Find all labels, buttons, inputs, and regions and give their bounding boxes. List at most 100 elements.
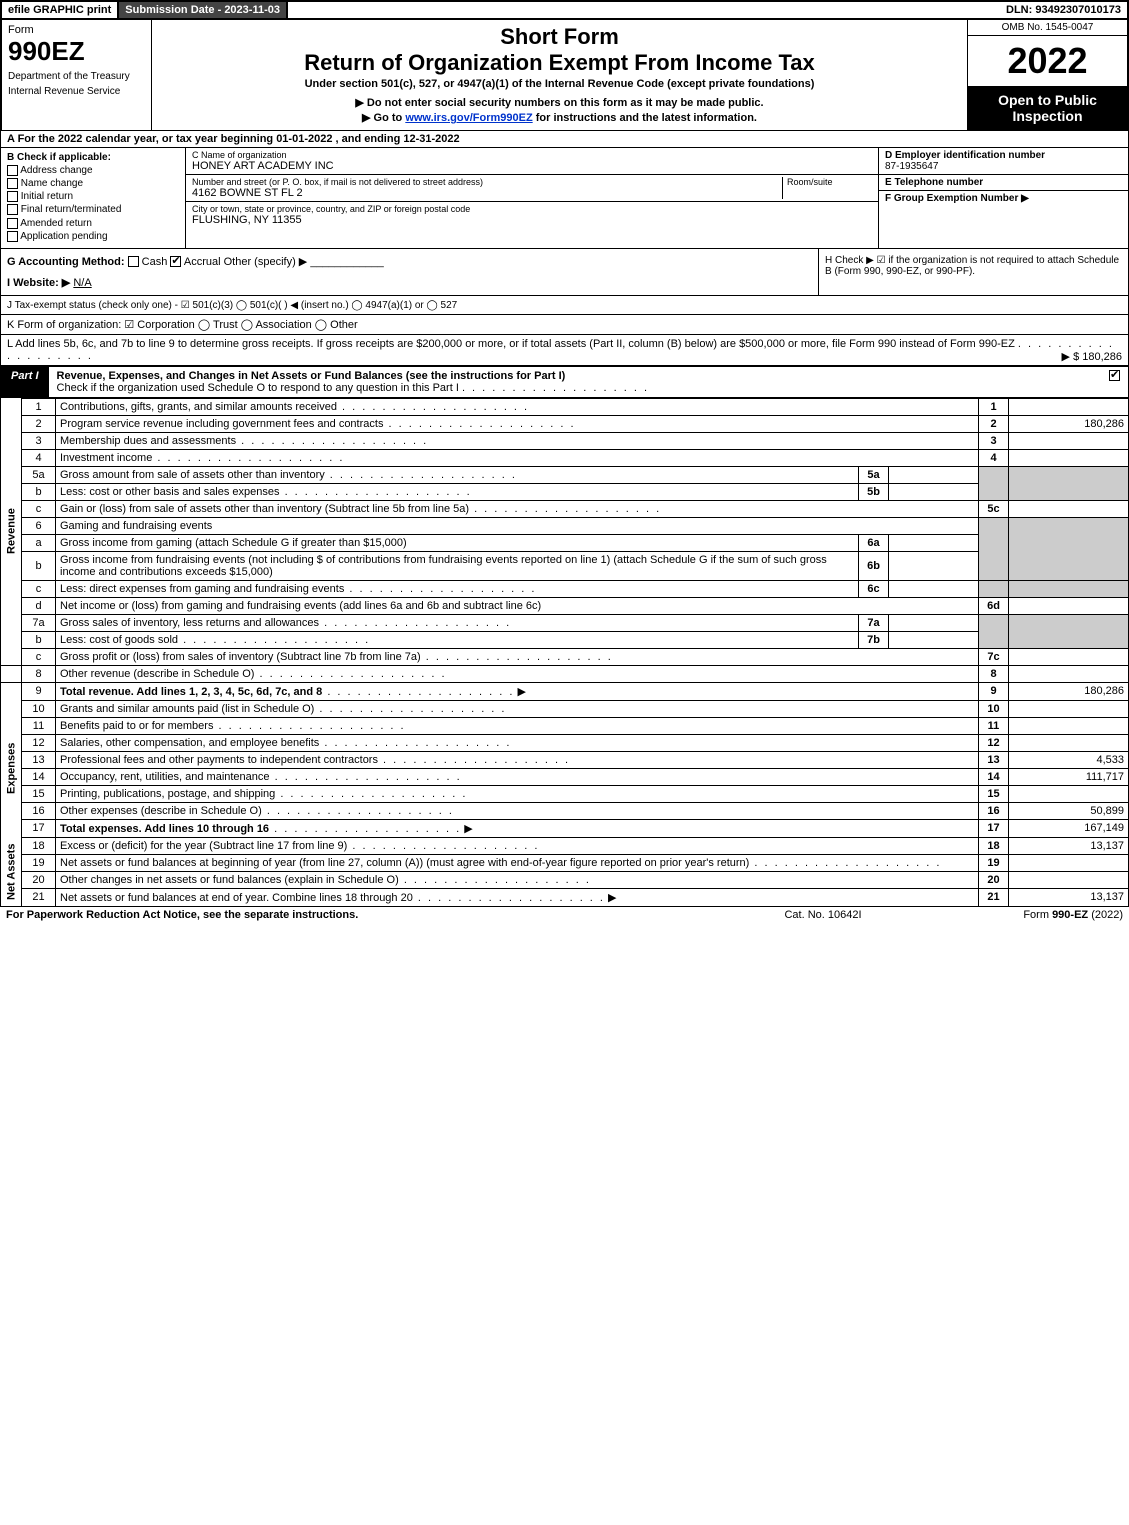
desc-6b: Gross income from fundraising events (no… — [60, 554, 827, 578]
ma-7b — [889, 631, 979, 648]
rn-14: 14 — [979, 768, 1009, 785]
desc-11: Benefits paid to or for members — [60, 720, 213, 732]
desc-9: Total revenue. Add lines 1, 2, 3, 4, 5c,… — [60, 686, 322, 698]
mn-5a: 5a — [859, 466, 889, 483]
line-a: A For the 2022 calendar year, or tax yea… — [0, 130, 1129, 148]
chk-schedule-o[interactable] — [1109, 370, 1120, 381]
amt-21: 13,137 — [1009, 888, 1129, 906]
chk-final-return[interactable] — [7, 204, 18, 215]
header-center: Short Form Return of Organization Exempt… — [152, 20, 967, 130]
short-form-title: Short Form — [160, 24, 959, 50]
part1-tag: Part I — [1, 367, 49, 397]
ln-6d: d — [22, 597, 56, 614]
footer-right: Form 990-EZ (2022) — [923, 909, 1123, 921]
rn-20: 20 — [979, 871, 1009, 888]
section-de: D Employer identification number 87-1935… — [878, 148, 1128, 248]
opt-final-return: Final return/terminated — [21, 205, 122, 216]
ln-5b: b — [22, 483, 56, 500]
chk-name-change[interactable] — [7, 178, 18, 189]
under-section: Under section 501(c), 527, or 4947(a)(1)… — [160, 78, 959, 90]
rn-6d: 6d — [979, 597, 1009, 614]
mn-5b: 5b — [859, 483, 889, 500]
amt-5c — [1009, 500, 1129, 517]
opt-cash: Cash — [142, 256, 168, 268]
line-j: J Tax-exempt status (check only one) - ☑… — [0, 296, 1129, 315]
desc-7a: Gross sales of inventory, less returns a… — [60, 617, 319, 629]
part1-table: Revenue 1Contributions, gifts, grants, a… — [0, 398, 1129, 907]
amt-9: 180,286 — [1009, 682, 1129, 700]
ma-5b — [889, 483, 979, 500]
chk-application-pending[interactable] — [7, 231, 18, 242]
part1-header: Part I Revenue, Expenses, and Changes in… — [0, 366, 1129, 398]
desc-5a: Gross amount from sale of assets other t… — [60, 469, 325, 481]
opt-amended-return: Amended return — [20, 218, 92, 229]
omb-number: OMB No. 1545-0047 — [968, 20, 1127, 36]
amt-12 — [1009, 734, 1129, 751]
ln-21: 21 — [22, 888, 56, 906]
header-left: Form 990EZ Department of the Treasury In… — [2, 20, 152, 130]
desc-6a: Gross income from gaming (attach Schedul… — [60, 537, 407, 549]
chk-accrual[interactable] — [170, 256, 181, 267]
desc-17: Total expenses. Add lines 10 through 16 — [60, 823, 269, 835]
rn-16: 16 — [979, 802, 1009, 819]
ln-11: 11 — [22, 717, 56, 734]
chk-address-change[interactable] — [7, 165, 18, 176]
city-value: FLUSHING, NY 11355 — [192, 214, 872, 226]
tax-year: 2022 — [968, 36, 1127, 86]
arrow-9: ▶ — [517, 686, 525, 698]
ln-5c: c — [22, 500, 56, 517]
ln-3: 3 — [22, 432, 56, 449]
dept-irs: Internal Revenue Service — [8, 86, 145, 97]
ln-17: 17 — [22, 819, 56, 837]
city-label: City or town, state or province, country… — [192, 204, 872, 214]
part1-sub: Check if the organization used Schedule … — [57, 382, 459, 394]
chk-initial-return[interactable] — [7, 191, 18, 202]
chk-amended-return[interactable] — [7, 218, 18, 229]
amt-15 — [1009, 785, 1129, 802]
opt-address-change: Address change — [20, 165, 92, 176]
opt-accrual: Accrual — [184, 256, 221, 268]
amt-1 — [1009, 398, 1129, 415]
amt-3 — [1009, 432, 1129, 449]
desc-21: Net assets or fund balances at end of ye… — [60, 892, 413, 904]
rn-7c: 7c — [979, 648, 1009, 665]
ma-7a — [889, 614, 979, 631]
desc-6d: Net income or (loss) from gaming and fun… — [60, 600, 541, 612]
desc-7c: Gross profit or (loss) from sales of inv… — [60, 651, 421, 663]
submission-date: Submission Date - 2023-11-03 — [119, 2, 288, 18]
efile-label[interactable]: efile GRAPHIC print — [2, 2, 119, 18]
ma-6a — [889, 534, 979, 551]
desc-10: Grants and similar amounts paid (list in… — [60, 703, 314, 715]
rn-4: 4 — [979, 449, 1009, 466]
desc-18: Excess or (deficit) for the year (Subtra… — [60, 840, 347, 852]
ln-12: 12 — [22, 734, 56, 751]
amt-13: 4,533 — [1009, 751, 1129, 768]
ein-label: D Employer identification number — [885, 150, 1045, 161]
amt-7c — [1009, 648, 1129, 665]
rn-5c: 5c — [979, 500, 1009, 517]
section-b: B Check if applicable: Address change Na… — [1, 148, 186, 248]
amt-17: 167,149 — [1009, 819, 1129, 837]
room-label: Room/suite — [787, 177, 872, 187]
group-exemption-label: F Group Exemption Number ▶ — [885, 193, 1029, 204]
rn-1: 1 — [979, 398, 1009, 415]
rn-10: 10 — [979, 700, 1009, 717]
amt-8 — [1009, 665, 1129, 682]
amt-18: 13,137 — [1009, 837, 1129, 854]
ln-10: 10 — [22, 700, 56, 717]
rn-15: 15 — [979, 785, 1009, 802]
org-name: HONEY ART ACADEMY INC — [192, 160, 872, 172]
line-l-amount: ▶ $ 180,286 — [1062, 350, 1122, 363]
dln-label: DLN: 93492307010173 — [1000, 2, 1127, 18]
page-footer: For Paperwork Reduction Act Notice, see … — [0, 907, 1129, 923]
mn-6b: 6b — [859, 551, 889, 580]
mn-6a: 6a — [859, 534, 889, 551]
rn-2: 2 — [979, 415, 1009, 432]
ma-6b — [889, 551, 979, 580]
amt-16: 50,899 — [1009, 802, 1129, 819]
ln-6a: a — [22, 534, 56, 551]
ln-7b: b — [22, 631, 56, 648]
irs-link[interactable]: www.irs.gov/Form990EZ — [405, 112, 532, 124]
ln-16: 16 — [22, 802, 56, 819]
chk-cash[interactable] — [128, 256, 139, 267]
